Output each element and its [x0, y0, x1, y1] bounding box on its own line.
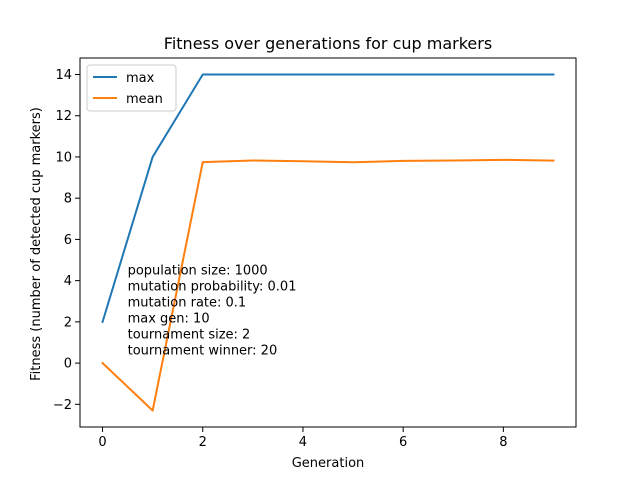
- series-line-max: [101, 73, 555, 324]
- y-tick-label: −2: [53, 398, 72, 413]
- x-tick-label: 4: [299, 435, 307, 450]
- x-tick-label: 8: [499, 435, 507, 450]
- y-axis-label: Fitness (number of detected cup markers): [29, 107, 44, 381]
- x-axis-label: Generation: [292, 456, 365, 471]
- annotation-line: tournament size: 2: [128, 327, 251, 342]
- annotation-line: mutation rate: 0.1: [128, 295, 247, 310]
- annotation-line: max gen: 10: [128, 311, 210, 326]
- y-tick-label: 6: [64, 233, 72, 248]
- annotation-line: population size: 1000: [128, 263, 268, 278]
- plot-frame: [79, 57, 577, 428]
- x-tick-label: 0: [98, 435, 106, 450]
- x-tick-label: 6: [399, 435, 407, 450]
- chart-title: Fitness over generations for cup markers: [164, 34, 492, 53]
- annotation-line: mutation probability: 0.01: [128, 279, 297, 294]
- x-tick-label: 2: [199, 435, 207, 450]
- legend-label-mean: mean: [126, 92, 163, 107]
- y-tick-label: 12: [55, 109, 72, 124]
- legend-label-max: max: [126, 71, 155, 86]
- annotation-line: tournament winner: 20: [128, 343, 278, 358]
- y-tick-label: 8: [64, 192, 72, 207]
- y-tick-label: 10: [55, 150, 72, 165]
- y-tick-label: 2: [64, 315, 72, 330]
- y-tick-label: 4: [64, 274, 72, 289]
- y-tick-label: 0: [64, 357, 72, 372]
- y-tick-label: 14: [55, 68, 72, 83]
- series-line-mean: [101, 158, 555, 412]
